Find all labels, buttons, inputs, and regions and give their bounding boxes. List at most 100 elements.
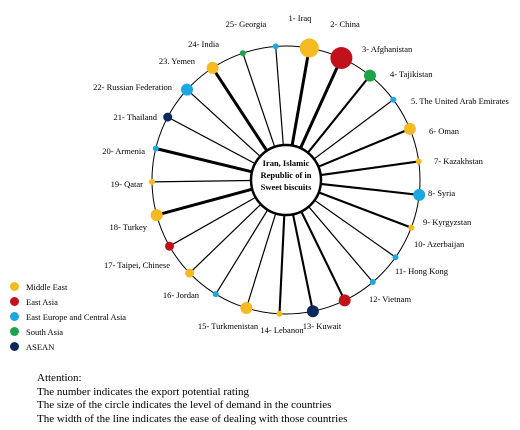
notes-line: The size of the circle indicates the lev… [37, 399, 332, 411]
spoke-line [320, 182, 420, 196]
country-node [150, 209, 163, 222]
country-node [272, 43, 279, 50]
country-label: 7- Kazakhstan [434, 156, 484, 166]
country-node [299, 38, 319, 58]
country-label: 12- Vietnam [369, 294, 411, 304]
country-label: 9- Kyrgyzstan [423, 217, 472, 227]
country-node [239, 50, 246, 57]
country-label: 3- Afghanistan [362, 44, 413, 54]
spoke-line [155, 147, 253, 174]
legend-item-middle-east: Middle East [10, 279, 126, 294]
country-node [212, 291, 219, 298]
notes-line: The number indicates the export potentia… [37, 385, 249, 398]
country-label: 19- Qatar [111, 179, 144, 189]
spoke-line [242, 52, 276, 148]
country-label: 1- Iraq [289, 13, 313, 23]
center-circle [249, 143, 323, 217]
south-asia-dot-icon [10, 327, 19, 336]
spoke-line [318, 191, 412, 229]
spoke-line [211, 67, 269, 152]
center-label-line-3: Sweet biscuits [261, 182, 312, 192]
country-node [276, 310, 283, 317]
country-nodes-group [149, 38, 426, 318]
spoke-line [169, 196, 256, 247]
country-node [338, 294, 351, 307]
attention-notes: Attention: The number indicates the expo… [37, 372, 347, 426]
spoke-line [300, 211, 346, 301]
country-node [149, 178, 155, 185]
spoke-line [215, 209, 269, 295]
spokes-group [151, 46, 420, 314]
country-node [408, 224, 415, 231]
legend: Middle East East Asia East Europe and Ce… [10, 279, 126, 354]
country-node [330, 47, 353, 69]
spoke-line [307, 74, 371, 154]
country-label: 14- Lebanon [260, 325, 304, 335]
notes-title: Attention: [37, 372, 82, 384]
country-label: 21- Thailand [113, 112, 157, 122]
country-node [306, 305, 319, 318]
country-label: 6- Oman [429, 126, 460, 136]
country-node [364, 69, 376, 82]
legend-label: Middle East [26, 281, 68, 292]
country-label: 25- Georgia [226, 19, 267, 29]
country-node [415, 158, 422, 165]
middle-east-dot-icon [10, 282, 19, 291]
center-label-line-1: Iran, Islamic [263, 158, 310, 168]
center-label-line-2: Republic of in [260, 170, 311, 180]
spoke-line [275, 46, 284, 146]
country-label: 20- Armenia [102, 146, 145, 156]
country-node [403, 122, 416, 135]
legend-item-east-europe-central-asia: East Europe and Central Asia [10, 309, 126, 324]
country-label: 23. Yemen [159, 56, 196, 66]
east-asia-dot-icon [10, 297, 19, 306]
country-node [392, 254, 399, 261]
country-node [181, 83, 193, 96]
legend-label: East Asia [26, 296, 58, 307]
spoke-line [156, 187, 253, 217]
spoke-line [320, 160, 419, 177]
east-europe-dot-icon [10, 312, 19, 321]
country-label: 15- Turkmenistan [198, 321, 259, 331]
notes-line: The width of the line indicates the ease… [37, 412, 348, 425]
country-node [165, 241, 174, 251]
spoke-line [278, 214, 286, 314]
country-label: 8- Syria [428, 188, 455, 198]
country-label: 4- Tajikistan [390, 69, 433, 79]
asean-dot-icon [10, 342, 19, 351]
spoke-line [151, 179, 252, 183]
legend-item-south-asia: South Asia [10, 324, 126, 339]
spoke-line [313, 99, 394, 160]
country-label: 11- Hong Kong [395, 266, 449, 276]
country-node [369, 279, 376, 285]
spoke-line [317, 127, 411, 168]
legend-label: ASEAN [26, 341, 55, 352]
country-labels-group: 1- Iraq 2- China 3- Afghanistan 4- Tajikist… [93, 13, 509, 335]
country-label: 17- Taipei, Chinese [104, 260, 170, 270]
spoke-line [314, 199, 396, 258]
legend-label: East Europe and Central Asia [26, 311, 127, 322]
legend-item-asean: ASEAN [10, 339, 126, 354]
country-node [185, 268, 195, 278]
spoke-line [290, 47, 311, 146]
country-node [206, 61, 219, 74]
spoke-line [299, 57, 343, 149]
country-label: 24- India [188, 39, 219, 49]
spoke-line [308, 206, 374, 283]
country-label: 16- Jordan [163, 290, 200, 300]
spoke-line [291, 214, 314, 312]
spoke-line [167, 116, 256, 165]
legend-label: South Asia [26, 326, 64, 337]
spoke-line [186, 89, 261, 157]
legend-item-east-asia: East Asia [10, 294, 126, 309]
country-label: 10- Azerbaijan [414, 239, 465, 249]
country-label: 5. The United Arab Emirates [411, 96, 509, 106]
country-label: 2- China [330, 19, 360, 29]
country-label: 13- Kuwait [303, 321, 342, 331]
country-node [413, 188, 426, 201]
country-node [163, 112, 173, 122]
country-node [390, 96, 397, 103]
country-label: 18- Turkey [109, 222, 147, 232]
country-label: 22- Russian Federation [93, 82, 173, 92]
